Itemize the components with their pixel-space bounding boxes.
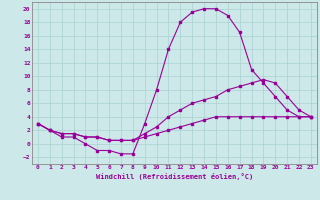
X-axis label: Windchill (Refroidissement éolien,°C): Windchill (Refroidissement éolien,°C) <box>96 173 253 180</box>
